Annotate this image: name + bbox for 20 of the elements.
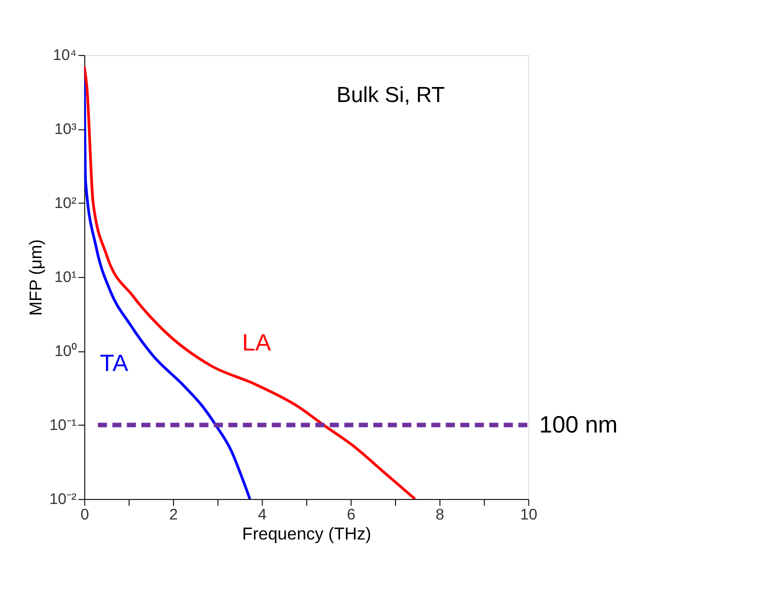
ref-line-label: 100 nm bbox=[539, 411, 618, 438]
y-tick-label: 10¹ bbox=[54, 269, 77, 286]
y-tick-label: 10⁰ bbox=[54, 342, 78, 360]
y-tick-label: 10⁻¹ bbox=[49, 417, 77, 434]
y-tick-label: 10⁴ bbox=[52, 47, 77, 64]
x-tick-label: 8 bbox=[436, 506, 444, 524]
x-tick-label: 2 bbox=[169, 506, 178, 524]
x-tick-label: 0 bbox=[80, 506, 89, 524]
y-tick-label: 10² bbox=[54, 195, 77, 212]
y-tick-label: 10³ bbox=[54, 121, 77, 138]
y-axis-title: MFP (μm) bbox=[26, 239, 46, 316]
x-axis-title: Frequency (THz) bbox=[242, 523, 372, 544]
line-series bbox=[84, 65, 416, 500]
x-tick-label: 4 bbox=[258, 506, 268, 524]
text: Bulk Si, RT bbox=[336, 82, 445, 108]
x-tick-label: 6 bbox=[346, 506, 356, 524]
x-tick-label: 10 bbox=[520, 506, 538, 524]
series-label: LA bbox=[242, 329, 272, 356]
series-label: TA bbox=[100, 350, 128, 376]
y-tick-label: 10⁻² bbox=[49, 491, 77, 508]
